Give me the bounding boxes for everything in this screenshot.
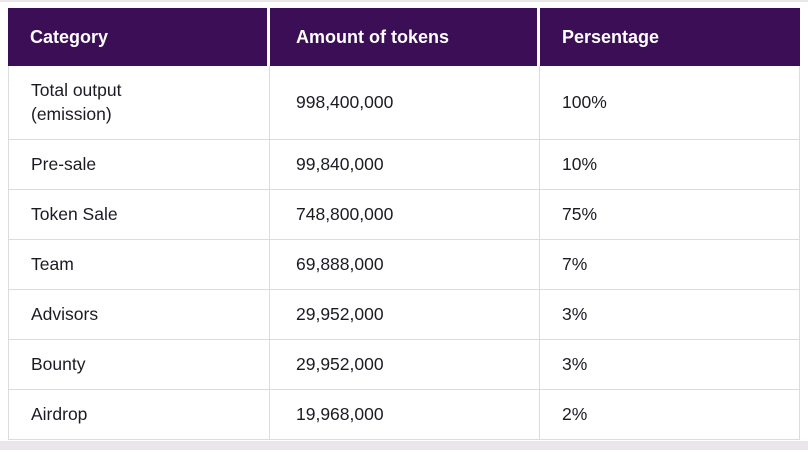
cell-amount-text: 29,952,000 (296, 303, 384, 324)
cell-percentage: 3% (540, 290, 800, 340)
cell-percentage-text: 75% (562, 203, 598, 224)
cell-category: Airdrop (8, 390, 270, 440)
cell-category-text: Token Sale (31, 203, 118, 224)
cell-amount: 29,952,000 (270, 290, 540, 340)
cell-percentage: 10% (540, 140, 800, 190)
table-body: Total output (emission) 998,400,000 100% Pr… (8, 66, 800, 440)
table-row: Total output (emission) 998,400,000 100% (8, 66, 800, 140)
cell-percentage: 7% (540, 240, 800, 290)
cell-amount-text: 29,952,000 (296, 353, 384, 374)
cell-percentage: 3% (540, 340, 800, 390)
cell-percentage-text: 7% (562, 253, 588, 274)
table-row: Token Sale 748,800,000 75% (8, 190, 800, 240)
cell-amount-text: 99,840,000 (296, 153, 384, 174)
top-divider (0, 0, 808, 2)
token-distribution-table: Category Amount of tokens Persentage Tot… (8, 8, 800, 440)
cell-amount-text: 19,968,000 (296, 403, 384, 424)
header-row: Category Amount of tokens Persentage (8, 8, 800, 66)
cell-amount-text: 69,888,000 (296, 253, 384, 274)
cell-category-text: Advisors (31, 303, 99, 324)
cell-percentage-text: 3% (562, 353, 588, 374)
cell-amount: 19,968,000 (270, 390, 540, 440)
cell-category-text: Airdrop (31, 403, 88, 424)
table-row: Pre-sale 99,840,000 10% (8, 140, 800, 190)
cell-amount: 99,840,000 (270, 140, 540, 190)
table-header: Category Amount of tokens Persentage (8, 8, 800, 66)
cell-category-text: Total output (emission) (31, 79, 122, 124)
header-category: Category (8, 8, 270, 66)
cell-category: Advisors (8, 290, 270, 340)
cell-percentage-text: 10% (562, 153, 598, 174)
cell-percentage-text: 2% (562, 403, 588, 424)
cell-amount-text: 998,400,000 (296, 91, 394, 112)
cell-amount: 998,400,000 (270, 66, 540, 140)
cell-category-text: Bounty (31, 353, 86, 374)
cell-amount: 748,800,000 (270, 190, 540, 240)
header-percentage: Persentage (540, 8, 800, 66)
table-row: Bounty 29,952,000 3% (8, 340, 800, 390)
cell-category: Total output (emission) (8, 66, 270, 140)
cell-percentage: 100% (540, 66, 800, 140)
cell-percentage: 75% (540, 190, 800, 240)
table-row: Team 69,888,000 7% (8, 240, 800, 290)
cell-category-text: Pre-sale (31, 153, 97, 174)
cell-category: Token Sale (8, 190, 270, 240)
cell-category: Team (8, 240, 270, 290)
cell-category: Bounty (8, 340, 270, 390)
table-row: Advisors 29,952,000 3% (8, 290, 800, 340)
cell-category: Pre-sale (8, 140, 270, 190)
cell-amount-text: 748,800,000 (296, 203, 394, 224)
header-amount: Amount of tokens (270, 8, 540, 66)
table-row: Airdrop 19,968,000 2% (8, 390, 800, 440)
cell-percentage: 2% (540, 390, 800, 440)
table-container: Category Amount of tokens Persentage Tot… (0, 2, 808, 440)
cell-percentage-text: 100% (562, 91, 607, 112)
cell-category-text: Team (31, 253, 74, 274)
cell-amount: 69,888,000 (270, 240, 540, 290)
cell-amount: 29,952,000 (270, 340, 540, 390)
bottom-strip (0, 441, 808, 450)
cell-percentage-text: 3% (562, 303, 588, 324)
